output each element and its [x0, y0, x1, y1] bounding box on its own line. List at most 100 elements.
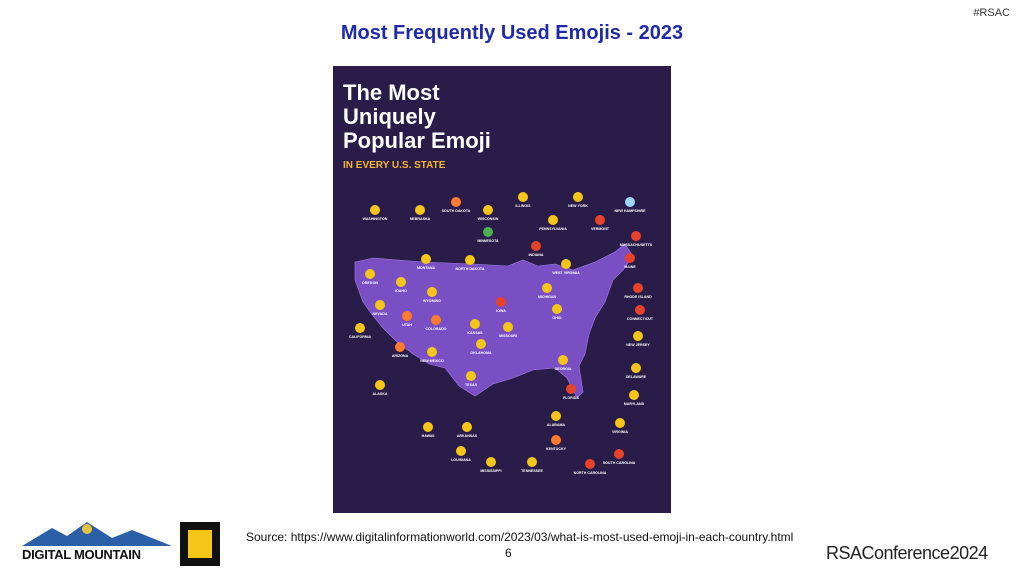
logo-text: DIGITAL MOUNTAIN	[22, 547, 141, 562]
state-label: KENTUCKY	[546, 447, 567, 451]
sponsor-logo	[180, 522, 220, 566]
state-label: OREGON	[362, 281, 378, 285]
state-label: ARKANSAS	[457, 434, 478, 438]
emoji-icon	[625, 253, 635, 263]
emoji-icon	[483, 205, 493, 215]
state-label: FLORIDA	[563, 396, 579, 400]
hashtag: #RSAC	[973, 7, 1010, 19]
emoji-icon	[527, 457, 537, 467]
source-line: Source: https://www.digitalinformationwo…	[246, 530, 794, 544]
emoji-icon	[465, 255, 475, 265]
state-label: IOWA	[496, 309, 506, 313]
state-label: ARIZONA	[392, 354, 409, 358]
state-label: SOUTH DAKOTA	[442, 209, 471, 213]
emoji-icon	[631, 363, 641, 373]
emoji-icon	[625, 197, 635, 207]
infographic-title: Uniquely	[343, 104, 437, 129]
state-label: NORTH DAKOTA	[456, 267, 485, 271]
emoji-icon	[496, 297, 506, 307]
state-label: IDAHO	[395, 289, 407, 293]
emoji-icon	[355, 323, 365, 333]
emoji-icon	[573, 192, 583, 202]
state-label: GEORGIA	[555, 367, 572, 371]
state-label: WISCONSIN	[478, 217, 499, 221]
state-label: NEW HAMPSHIRE	[615, 209, 647, 213]
state-label: TEXAS	[465, 383, 478, 387]
slide-title: Most Frequently Used Emojis - 2023	[340, 22, 684, 44]
state-label: MASSACHUSETTS	[620, 243, 653, 247]
infographic-title: Popular Emoji	[343, 128, 491, 153]
emoji-icon	[614, 449, 624, 459]
emoji-icon	[631, 231, 641, 241]
emoji-icon	[486, 457, 496, 467]
emoji-icon	[566, 384, 576, 394]
state-label: NORTH CAROLINA	[574, 471, 607, 475]
emoji-icon	[551, 435, 561, 445]
state-label: MARYLAND	[624, 402, 645, 406]
state-label: CONNECTICUT	[627, 317, 654, 321]
emoji-icon	[421, 254, 431, 264]
emoji-icon	[375, 380, 385, 390]
state-label: LOUISIANA	[451, 458, 471, 462]
emoji-icon	[365, 269, 375, 279]
emoji-icon	[415, 205, 425, 215]
state-label: NEW YORK	[568, 204, 588, 208]
state-label: MAINE	[624, 265, 636, 269]
emoji-icon	[548, 215, 558, 225]
state-label: WEST VIRGINIA	[552, 271, 580, 275]
emoji-icon	[423, 422, 433, 432]
state-label: MONTANA	[417, 266, 436, 270]
emoji-icon	[629, 390, 639, 400]
state-label: SOUTH CAROLINA	[603, 461, 636, 465]
emoji-icon	[470, 319, 480, 329]
infographic-subtitle: IN EVERY U.S. STATE	[343, 160, 446, 171]
state-label: HAWAII	[422, 434, 435, 438]
emoji-icon	[375, 300, 385, 310]
emoji-icon	[595, 215, 605, 225]
state-label: VERMONT	[591, 227, 610, 231]
emoji-icon	[561, 259, 571, 269]
emoji-icon	[635, 305, 645, 315]
emoji-icon	[503, 322, 513, 332]
state-label: WYOMING	[423, 299, 441, 303]
emoji-icon	[633, 283, 643, 293]
state-label: ALABAMA	[547, 423, 566, 427]
emoji-icon	[552, 304, 562, 314]
emoji-icon	[396, 277, 406, 287]
infographic: The Most Uniquely Popular Emoji IN EVERY…	[333, 66, 671, 513]
state-label: WASHINGTON	[363, 217, 388, 221]
emoji-icon	[427, 347, 437, 357]
state-label: COLORADO	[426, 327, 447, 331]
mountain-logo	[22, 522, 172, 546]
conference-logo: RSAConference2024	[826, 543, 988, 563]
emoji-icon	[427, 287, 437, 297]
emoji-icon	[542, 283, 552, 293]
emoji-icon	[585, 459, 595, 469]
emoji-icon	[518, 192, 528, 202]
state-label: TENNESSEE	[521, 469, 543, 473]
emoji-icon	[462, 422, 472, 432]
emoji-icon	[370, 205, 380, 215]
state-label: NEW JERSEY	[626, 343, 650, 347]
state-label: MINNESOTA	[477, 239, 499, 243]
emoji-icon	[558, 355, 568, 365]
emoji-icon	[476, 339, 486, 349]
state-label: OHIO	[552, 316, 561, 320]
state-label: MISSOURI	[499, 334, 517, 338]
emoji-icon	[402, 311, 412, 321]
state-label: NEW MEXICO	[420, 359, 444, 363]
state-label: MISSISSIPPI	[480, 469, 501, 473]
page-number: 6	[505, 546, 512, 560]
infographic-title: The Most	[343, 80, 440, 105]
emoji-icon	[633, 331, 643, 341]
emoji-icon	[431, 315, 441, 325]
state-label: ALASKA	[373, 392, 388, 396]
emoji-icon	[466, 371, 476, 381]
state-label: OKLAHOMA	[470, 351, 492, 355]
emoji-icon	[551, 411, 561, 421]
state-label: CALIFORNIA	[349, 335, 372, 339]
state-label: INDIANA	[529, 253, 544, 257]
emoji-icon	[451, 197, 461, 207]
state-label: VIRGINIA	[612, 430, 628, 434]
